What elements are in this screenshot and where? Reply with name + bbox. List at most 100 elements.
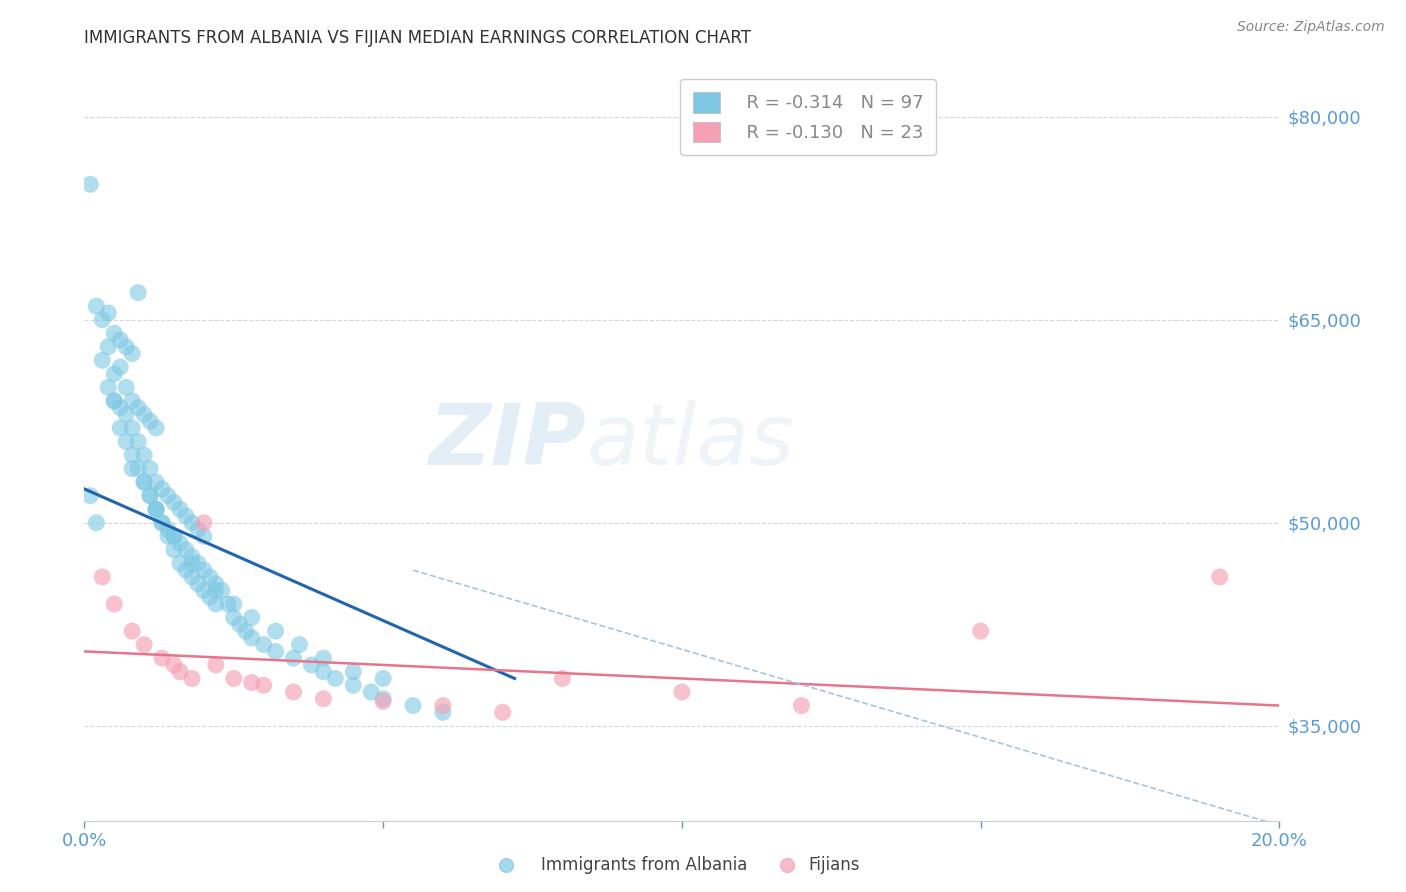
- Point: [283, 651, 305, 665]
- Point: [121, 624, 143, 639]
- Point: [163, 495, 186, 509]
- Point: [115, 408, 138, 422]
- Point: [402, 698, 425, 713]
- Point: [132, 475, 156, 490]
- Point: [301, 657, 323, 672]
- Point: [103, 393, 125, 408]
- Point: [86, 299, 108, 313]
- Point: [150, 651, 173, 665]
- Text: Fijians: Fijians: [808, 856, 860, 874]
- Point: [373, 691, 395, 706]
- Point: [97, 340, 120, 354]
- Point: [127, 434, 149, 449]
- Point: [240, 631, 263, 645]
- Point: [115, 434, 138, 449]
- Point: [205, 657, 228, 672]
- Point: [145, 475, 167, 490]
- Point: [121, 421, 143, 435]
- Point: [103, 597, 125, 611]
- Point: [110, 421, 132, 435]
- Point: [163, 529, 186, 543]
- Point: [163, 657, 186, 672]
- Point: [1209, 570, 1232, 584]
- Legend:   R = -0.314   N = 97,   R = -0.130   N = 23: R = -0.314 N = 97, R = -0.130 N = 23: [681, 79, 936, 155]
- Point: [127, 401, 149, 415]
- Point: [127, 285, 149, 300]
- Text: ZIP: ZIP: [429, 400, 586, 483]
- Point: [79, 178, 101, 192]
- Point: [150, 516, 173, 530]
- Point: [342, 678, 364, 692]
- Point: [91, 353, 114, 368]
- Point: [103, 367, 125, 381]
- Point: [139, 414, 162, 428]
- Point: [121, 461, 143, 475]
- Point: [145, 502, 167, 516]
- Point: [163, 542, 186, 557]
- Point: [132, 448, 156, 462]
- Point: [228, 617, 252, 632]
- Point: [373, 694, 395, 708]
- Point: [139, 461, 162, 475]
- Point: [193, 529, 215, 543]
- Point: [145, 502, 167, 516]
- Point: [193, 563, 215, 577]
- Point: [193, 583, 215, 598]
- Point: [432, 698, 454, 713]
- Point: [86, 516, 108, 530]
- Point: [342, 665, 364, 679]
- Point: [253, 638, 276, 652]
- Point: [139, 489, 162, 503]
- Point: [240, 675, 263, 690]
- Point: [163, 529, 186, 543]
- Point: [115, 340, 138, 354]
- Point: [288, 638, 311, 652]
- Point: [174, 508, 197, 523]
- Point: [970, 624, 993, 639]
- Point: [222, 610, 245, 624]
- Point: [312, 691, 335, 706]
- Point: [145, 421, 167, 435]
- Point: [79, 489, 101, 503]
- Point: [121, 393, 143, 408]
- Point: [205, 576, 228, 591]
- Point: [198, 591, 221, 605]
- Point: [312, 665, 335, 679]
- Point: [181, 557, 204, 571]
- Point: [312, 651, 335, 665]
- Point: [222, 597, 245, 611]
- Point: [150, 482, 173, 496]
- Text: Immigrants from Albania: Immigrants from Albania: [541, 856, 748, 874]
- Point: [264, 644, 287, 658]
- Point: [187, 576, 209, 591]
- Point: [187, 557, 209, 571]
- Point: [169, 536, 191, 550]
- Point: [132, 408, 156, 422]
- Point: [121, 448, 143, 462]
- Point: [115, 380, 138, 394]
- Point: [181, 549, 204, 564]
- Point: [360, 685, 382, 699]
- Point: [169, 665, 191, 679]
- Point: [174, 563, 197, 577]
- Point: [181, 672, 204, 686]
- Point: [181, 570, 204, 584]
- Point: [671, 685, 693, 699]
- Point: [110, 401, 132, 415]
- Point: [551, 672, 574, 686]
- Point: [139, 489, 162, 503]
- Point: [169, 502, 191, 516]
- Point: [145, 502, 167, 516]
- Point: [211, 583, 233, 598]
- Point: [97, 380, 120, 394]
- Point: [103, 326, 125, 341]
- Point: [217, 597, 239, 611]
- Point: [222, 672, 245, 686]
- Point: [110, 360, 132, 375]
- Point: [110, 333, 132, 347]
- Point: [150, 516, 173, 530]
- Point: [132, 638, 156, 652]
- Point: [373, 672, 395, 686]
- Point: [492, 706, 515, 720]
- Text: atlas: atlas: [586, 400, 794, 483]
